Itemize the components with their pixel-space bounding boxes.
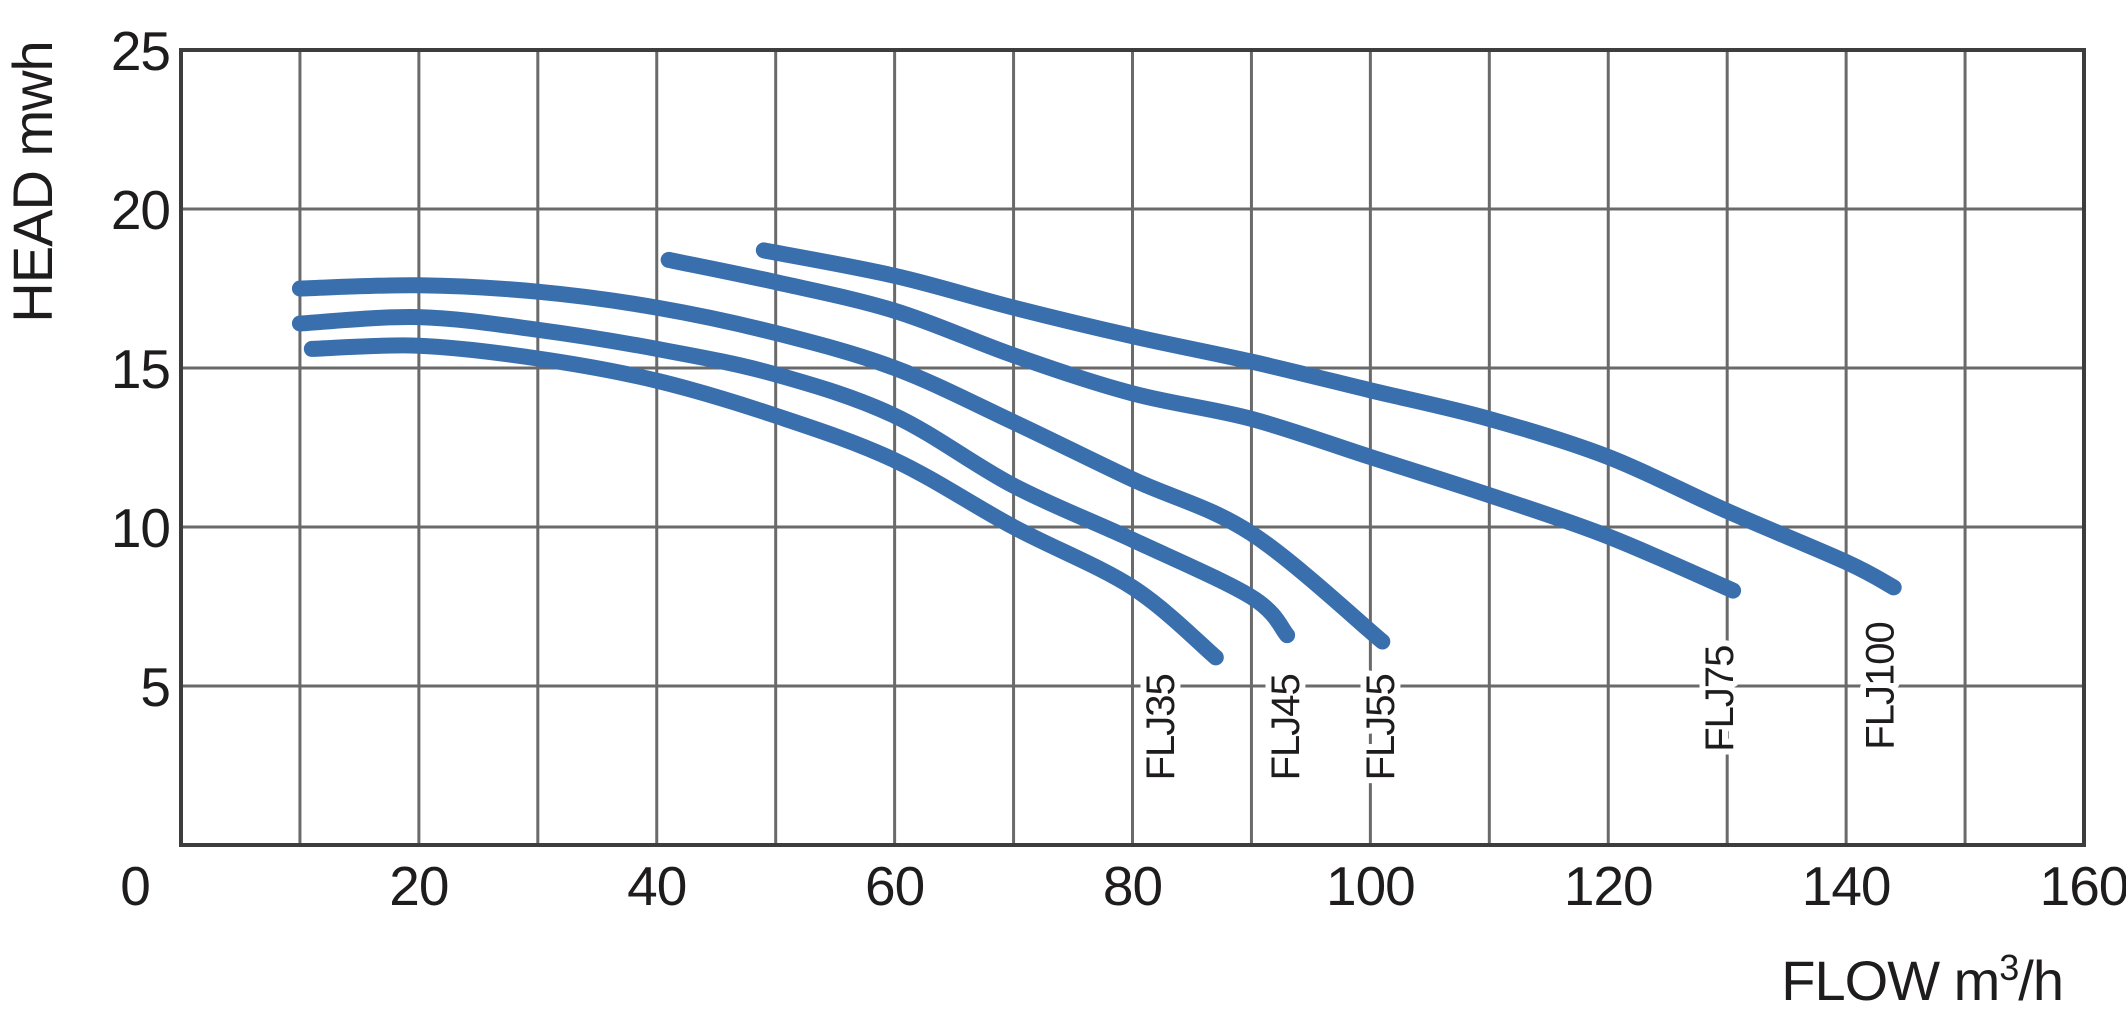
y-tick-label-15: 15 [111,338,170,400]
x-tick-label-40: 40 [627,855,686,917]
x-axis-title: FLOW m3/h [1781,947,2063,1012]
y-tick-label-25: 25 [111,20,170,82]
curve-label-FLJ45: FLJ45 [1264,674,1308,780]
x-tick-label-100: 100 [1326,855,1415,917]
curve-labels: FLJ35 FLJ45 FLJ55 FLJ75 FLJ100 [1133,616,1909,786]
pump-curves [291,242,1902,666]
x-tick-label-60: 60 [865,855,924,917]
gridlines [179,48,2086,847]
curve-label-FLJ75: FLJ75 [1698,646,1742,752]
x-tick-label-120: 120 [1564,855,1653,917]
curve-FLJ35 [303,337,1224,666]
curve-label-FLJ55: FLJ55 [1359,674,1403,780]
x-tick-label-140: 140 [1802,855,1891,917]
x-tick-label-80: 80 [1103,855,1162,917]
y-axis-title: HEAD mwh [1,41,64,322]
x-tick-label-160: 160 [2040,855,2126,917]
curve-label-FLJ35: FLJ35 [1139,674,1183,780]
x-axis-tick-labels: 0 20 40 60 80 100 120 140 160 [120,855,2126,917]
x-tick-label-0: 0 [120,855,150,917]
y-tick-label-5: 5 [140,656,170,718]
plot-border [179,48,2086,847]
x-tick-label-20: 20 [389,855,448,917]
curve-FLJ100 [755,242,1902,596]
curve-FLJ45 [291,308,1296,644]
curve-FLJ75 [660,251,1742,599]
y-tick-label-20: 20 [111,179,170,241]
y-axis-tick-labels: 25 20 15 10 5 [111,20,171,718]
curve-label-FLJ100: FLJ100 [1859,622,1903,749]
curve-FLJ55 [291,277,1391,650]
y-tick-label-10: 10 [111,497,170,559]
